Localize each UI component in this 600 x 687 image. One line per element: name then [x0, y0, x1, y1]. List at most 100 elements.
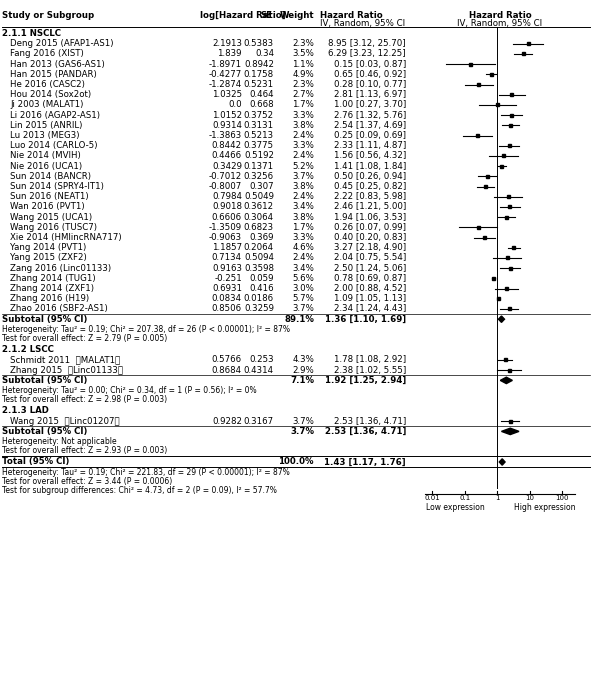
Text: Han 2013 (GAS6-AS1): Han 2013 (GAS6-AS1) — [10, 60, 105, 69]
Text: 3.3%: 3.3% — [292, 111, 314, 120]
Bar — [483, 236, 486, 239]
Text: Wang 2015  （Linc01207）: Wang 2015 （Linc01207） — [10, 416, 119, 426]
Bar — [527, 43, 530, 45]
Text: 0.26 [0.07, 0.99]: 0.26 [0.07, 0.99] — [334, 223, 406, 232]
Text: Test for overall effect: Z = 3.44 (P = 0.0006): Test for overall effect: Z = 3.44 (P = 0… — [2, 477, 172, 486]
Text: 2.1.3 LAD: 2.1.3 LAD — [2, 407, 49, 416]
Text: SE: SE — [260, 11, 272, 20]
Text: Li 2016 (AGAP2-AS1): Li 2016 (AGAP2-AS1) — [10, 111, 100, 120]
Text: 0.9314: 0.9314 — [212, 121, 242, 130]
Text: 2.76 [1.32, 5.76]: 2.76 [1.32, 5.76] — [334, 111, 406, 120]
Text: 3.8%: 3.8% — [292, 212, 314, 222]
Text: 2.38 [1.02, 5.55]: 2.38 [1.02, 5.55] — [334, 365, 406, 374]
Text: 4.3%: 4.3% — [292, 355, 314, 364]
Text: 2.22 [0.83, 5.98]: 2.22 [0.83, 5.98] — [334, 192, 406, 201]
Bar — [497, 297, 500, 300]
Bar — [496, 104, 499, 106]
Text: 3.8%: 3.8% — [292, 182, 314, 191]
Text: 0.5213: 0.5213 — [244, 131, 274, 140]
Text: 0.4314: 0.4314 — [244, 365, 274, 374]
Bar — [505, 216, 508, 218]
Text: 3.3%: 3.3% — [292, 233, 314, 242]
Text: Sun 2016 (NEAT1): Sun 2016 (NEAT1) — [10, 192, 89, 201]
Text: Zhang 2015  （Linc01133）: Zhang 2015 （Linc01133） — [10, 365, 123, 374]
Text: 0.3752: 0.3752 — [244, 111, 274, 120]
Text: Lin 2015 (ANRIL): Lin 2015 (ANRIL) — [10, 121, 82, 130]
Text: 0.6931: 0.6931 — [212, 284, 242, 293]
Bar — [469, 63, 472, 66]
Text: Heterogeneity: Tau² = 0.19; Chi² = 207.38, df = 26 (P < 0.00001); I² = 87%: Heterogeneity: Tau² = 0.19; Chi² = 207.3… — [2, 325, 290, 334]
Text: 1.78 [1.08, 2.92]: 1.78 [1.08, 2.92] — [334, 355, 406, 364]
Text: Yang 2015 (ZXF2): Yang 2015 (ZXF2) — [10, 254, 87, 262]
Text: Schmidt 2011  （MALAT1）: Schmidt 2011 （MALAT1） — [10, 355, 120, 364]
Text: 0.65 [0.46, 0.92]: 0.65 [0.46, 0.92] — [334, 70, 406, 79]
Text: 3.8%: 3.8% — [292, 121, 314, 130]
Text: Zhang 2014 (ZXF1): Zhang 2014 (ZXF1) — [10, 284, 94, 293]
Polygon shape — [502, 428, 519, 435]
Bar — [510, 113, 513, 117]
Text: -1.2874: -1.2874 — [209, 80, 242, 89]
Text: 2.4%: 2.4% — [292, 131, 314, 140]
Text: 3.7%: 3.7% — [292, 172, 314, 181]
Text: 2.4%: 2.4% — [292, 192, 314, 201]
Text: Fang 2016 (XIST): Fang 2016 (XIST) — [10, 49, 84, 58]
Text: Total (95% CI): Total (95% CI) — [2, 458, 70, 466]
Text: 2.53 [1.36, 4.71]: 2.53 [1.36, 4.71] — [334, 416, 406, 426]
Text: Deng 2015 (AFAP1-AS1): Deng 2015 (AFAP1-AS1) — [10, 39, 113, 48]
Bar — [478, 83, 481, 86]
Text: Low expression: Low expression — [425, 503, 484, 512]
Text: -0.4277: -0.4277 — [209, 70, 242, 79]
Text: 4.6%: 4.6% — [292, 243, 314, 252]
Text: 1.0152: 1.0152 — [212, 111, 242, 120]
Text: Wang 2016 (TUSC7): Wang 2016 (TUSC7) — [10, 223, 97, 232]
Text: 0.0834: 0.0834 — [212, 294, 242, 303]
Bar — [500, 165, 503, 168]
Text: Nie 2014 (MVIH): Nie 2014 (MVIH) — [10, 151, 81, 160]
Bar — [505, 287, 508, 290]
Bar — [512, 247, 515, 249]
Text: 0.6823: 0.6823 — [244, 223, 274, 232]
Text: 1.0325: 1.0325 — [212, 90, 242, 99]
Bar — [484, 185, 487, 188]
Text: -0.7012: -0.7012 — [209, 172, 242, 181]
Text: 2.3%: 2.3% — [292, 39, 314, 48]
Text: 1: 1 — [495, 495, 499, 501]
Text: 0.307: 0.307 — [250, 182, 274, 191]
Bar — [506, 256, 509, 260]
Text: 8.95 [3.12, 25.70]: 8.95 [3.12, 25.70] — [328, 39, 406, 48]
Text: 0.5192: 0.5192 — [244, 151, 274, 160]
Text: 0.4466: 0.4466 — [212, 151, 242, 160]
Text: 1.92 [1.25, 2.94]: 1.92 [1.25, 2.94] — [325, 376, 406, 385]
Bar — [509, 124, 512, 127]
Text: 0.28 [0.10, 0.77]: 0.28 [0.10, 0.77] — [334, 80, 406, 89]
Text: 0.8942: 0.8942 — [244, 60, 274, 69]
Text: 1.7%: 1.7% — [292, 100, 314, 109]
Text: Wang 2015 (UCA1): Wang 2015 (UCA1) — [10, 212, 92, 222]
Text: 1.1857: 1.1857 — [212, 243, 242, 252]
Text: Hou 2014 (Sox2ot): Hou 2014 (Sox2ot) — [10, 90, 91, 99]
Text: 0.253: 0.253 — [250, 355, 274, 364]
Text: 0.3167: 0.3167 — [244, 416, 274, 426]
Text: 5.7%: 5.7% — [292, 294, 314, 303]
Text: -0.8007: -0.8007 — [209, 182, 242, 191]
Text: 0.1758: 0.1758 — [244, 70, 274, 79]
Text: Sun 2014 (BANCR): Sun 2014 (BANCR) — [10, 172, 91, 181]
Text: 0.1371: 0.1371 — [244, 161, 274, 170]
Text: 3.4%: 3.4% — [292, 203, 314, 212]
Text: 1.43 [1.17, 1.76]: 1.43 [1.17, 1.76] — [325, 458, 406, 466]
Text: 3.4%: 3.4% — [292, 264, 314, 273]
Text: 2.3%: 2.3% — [292, 80, 314, 89]
Text: 4.9%: 4.9% — [292, 70, 314, 79]
Text: 0.45 [0.25, 0.82]: 0.45 [0.25, 0.82] — [334, 182, 406, 191]
Text: Subtotal (95% CI): Subtotal (95% CI) — [2, 427, 88, 436]
Bar — [508, 205, 511, 208]
Text: -1.3509: -1.3509 — [209, 223, 242, 232]
Text: 2.34 [1.24, 4.43]: 2.34 [1.24, 4.43] — [334, 304, 406, 313]
Bar — [486, 175, 489, 178]
Text: Heterogeneity: Tau² = 0.19; Chi² = 221.83, df = 29 (P < 0.00001); I² = 87%: Heterogeneity: Tau² = 0.19; Chi² = 221.8… — [2, 468, 290, 477]
Text: 0.7984: 0.7984 — [212, 192, 242, 201]
Text: 1.09 [1.05, 1.13]: 1.09 [1.05, 1.13] — [334, 294, 406, 303]
Text: 0.40 [0.20, 0.83]: 0.40 [0.20, 0.83] — [334, 233, 406, 242]
Text: IV, Random, 95% CI: IV, Random, 95% CI — [457, 19, 542, 28]
Text: 2.4%: 2.4% — [292, 254, 314, 262]
